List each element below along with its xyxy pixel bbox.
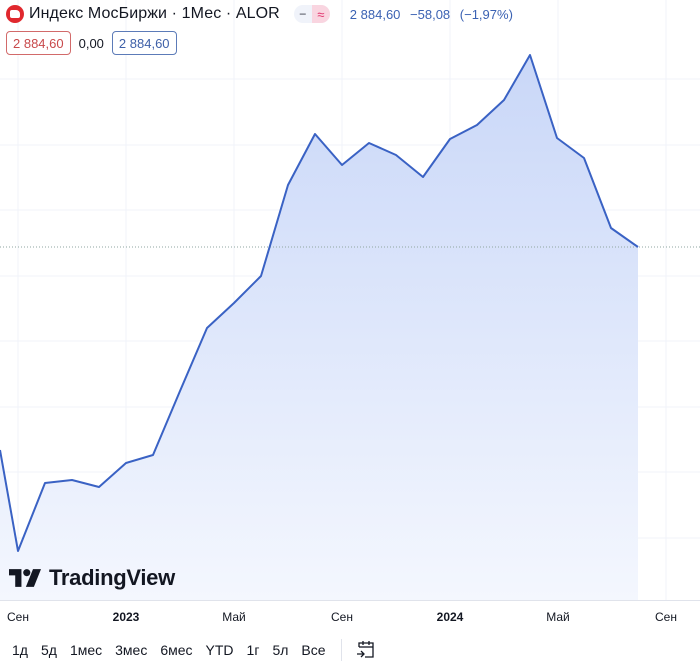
ask-price-box[interactable]: 2 884,60 — [111, 31, 177, 55]
quote-summary: 2 884,60 −58,08 (−1,97%) — [350, 7, 519, 22]
spread-value: 0,00 — [78, 35, 104, 51]
time-axis-label: Май — [546, 610, 570, 624]
time-axis-label: Сен — [331, 610, 353, 624]
range-button-1д[interactable]: 1д — [12, 642, 28, 658]
range-button-1мес[interactable]: 1мес — [69, 642, 103, 658]
chart-area[interactable]: Индекс МосБиржи · 1Мес · ALOR − ≈ 2 884,… — [0, 0, 700, 600]
time-axis-label: Сен — [655, 610, 677, 624]
time-axis-label: 2023 — [112, 610, 140, 624]
time-axis-label: 2024 — [436, 610, 464, 624]
display-toggle[interactable]: − ≈ — [293, 5, 330, 23]
range-divider — [340, 639, 342, 661]
time-axis[interactable]: Сен 2023 Май Сен 2024 Май Сен — [0, 600, 700, 632]
range-button-YTD[interactable]: YTD — [205, 642, 234, 658]
tradingview-logo-icon — [9, 569, 41, 587]
price-change: −58,08 — [410, 6, 451, 22]
range-button-3мес[interactable]: 3мес — [115, 642, 148, 658]
bid-price-box[interactable]: 2 884,60 — [6, 31, 71, 55]
last-price: 2 884,60 — [349, 6, 401, 22]
time-axis-label: Сен — [7, 610, 29, 624]
range-button-6мес[interactable]: 6мес — [160, 642, 193, 658]
chart-header: Индекс МосБиржи · 1Мес · ALOR − ≈ 2 884,… — [6, 4, 519, 24]
range-button-5л[interactable]: 5л — [272, 642, 289, 658]
series-line — [0, 54, 639, 552]
symbol-title[interactable]: Индекс МосБиржи · 1Мес · ALOR — [29, 5, 280, 22]
price-change-pct: (−1,97%) — [459, 6, 513, 22]
price-chart[interactable] — [0, 0, 700, 600]
range-button-Все[interactable]: Все — [301, 642, 326, 658]
calendar-goto-icon[interactable] — [354, 638, 378, 662]
tradingview-logo[interactable]: TradingView — [9, 565, 175, 591]
bid-ask-row: 2 884,60 0,00 2 884,60 — [6, 31, 177, 55]
moex-logo-icon — [6, 5, 24, 23]
range-selector: 1д 5д 1мес 3мес 6мес YTD 1г 5л Все — [0, 633, 700, 667]
range-button-1г[interactable]: 1г — [246, 642, 260, 658]
brand-name: TradingView — [49, 565, 175, 590]
time-axis-label: Май — [222, 610, 246, 624]
area-fill — [0, 55, 638, 600]
minus-icon[interactable]: − — [299, 7, 307, 21]
approx-icon[interactable]: ≈ — [311, 5, 330, 23]
range-button-5д[interactable]: 5д — [40, 642, 57, 658]
